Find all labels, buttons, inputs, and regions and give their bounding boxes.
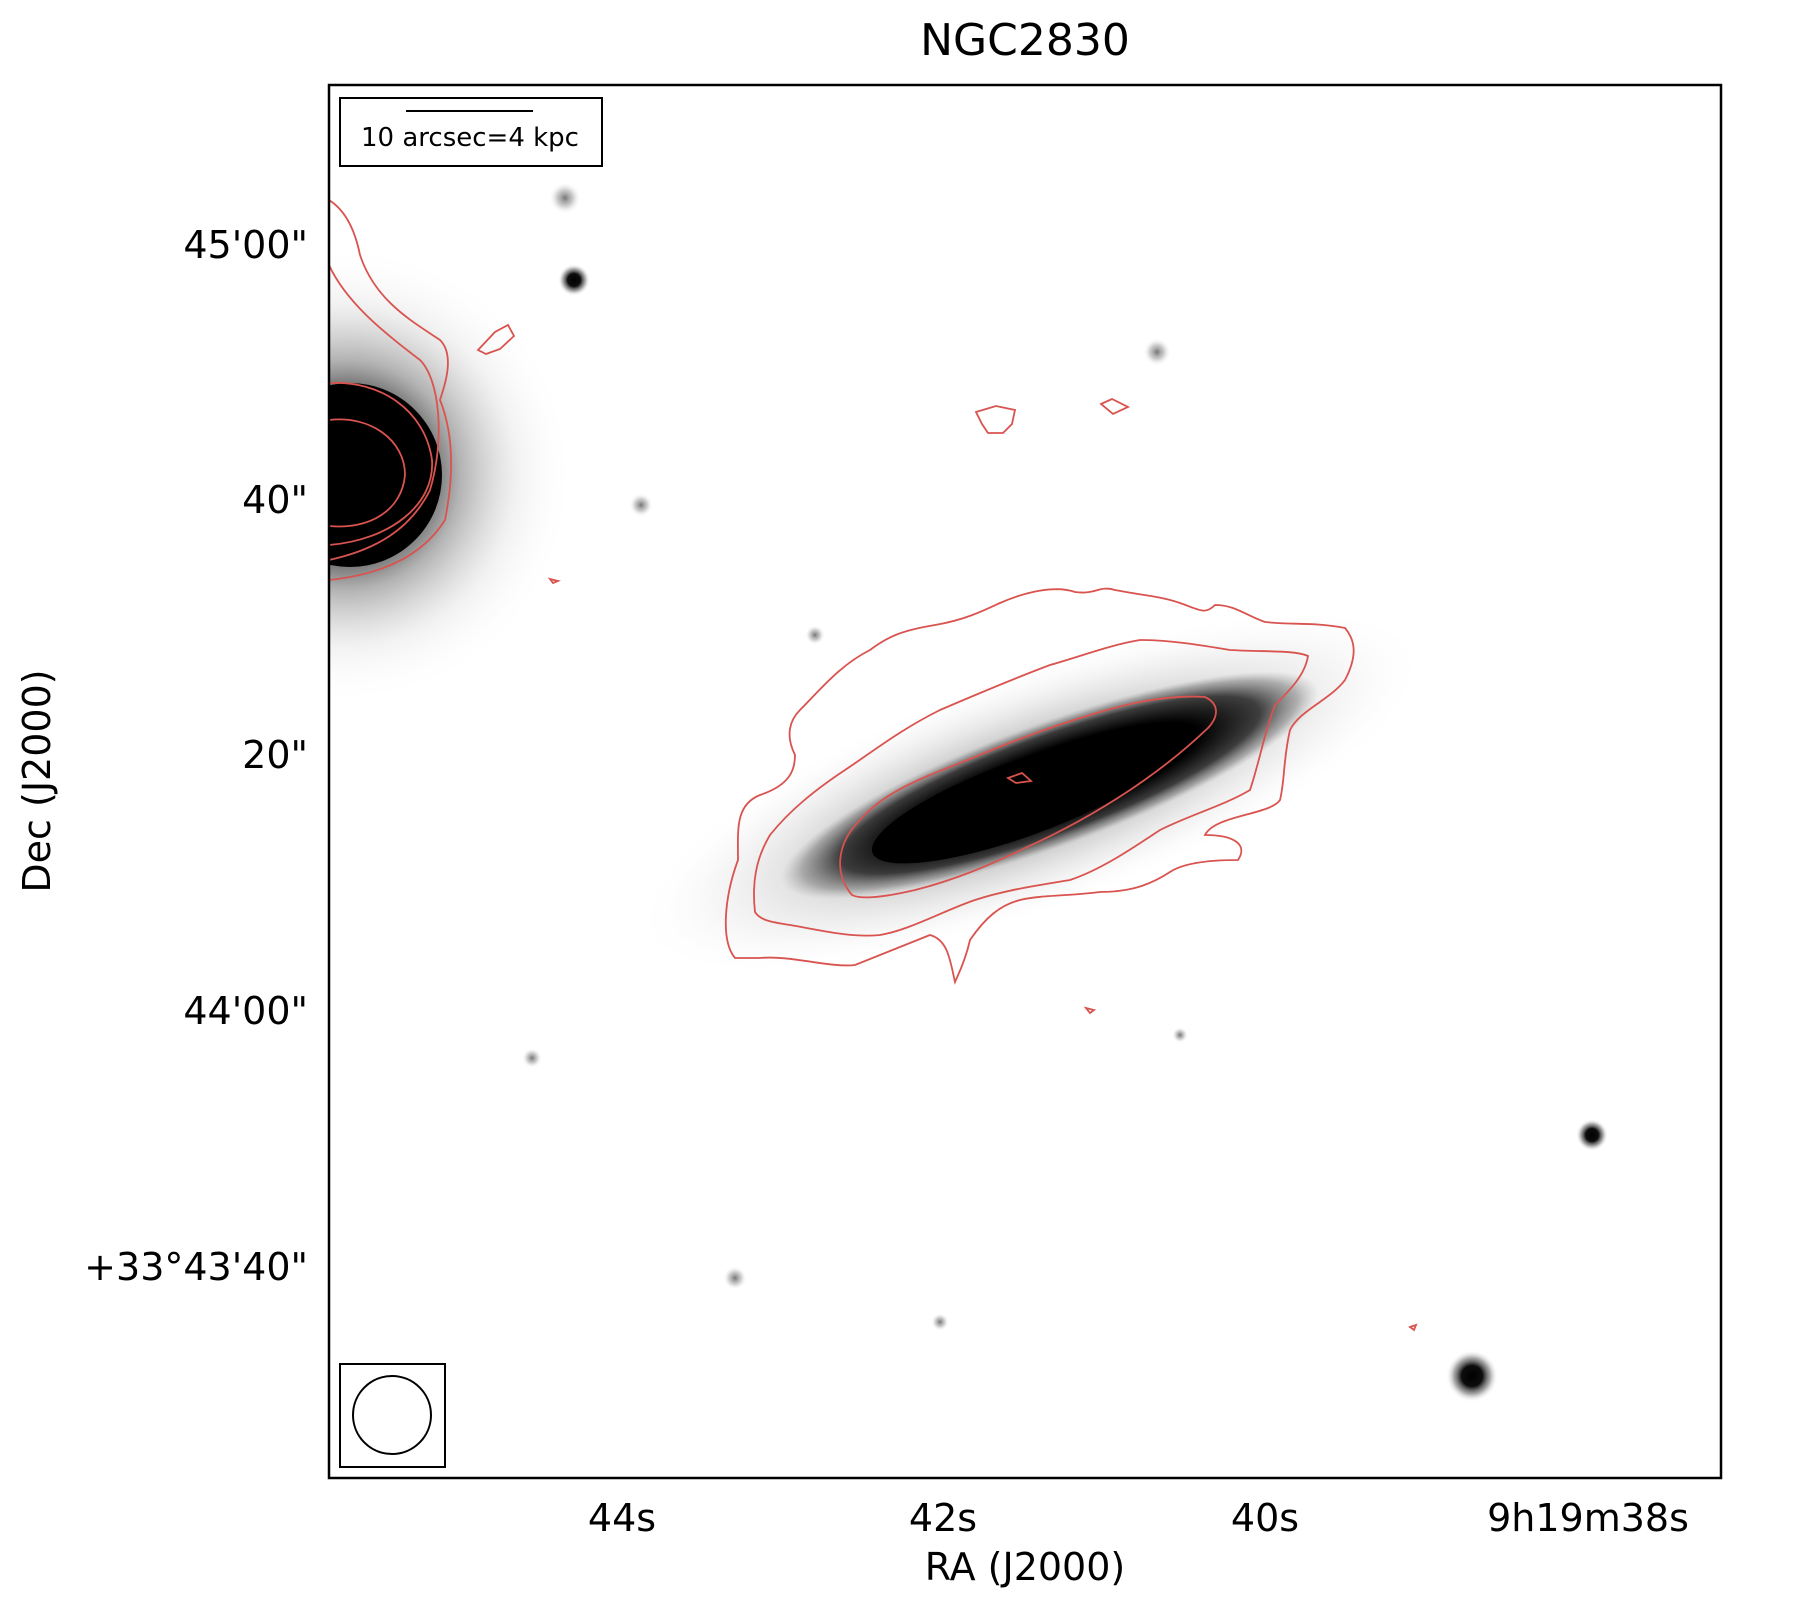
plot-frame bbox=[327, 83, 1723, 1480]
contour-island bbox=[1408, 1323, 1418, 1332]
y-axis-label: Dec (J2000) bbox=[15, 669, 59, 892]
y-tick-label: 45'00" bbox=[183, 223, 308, 267]
contour-galaxy-mid bbox=[753, 639, 1309, 937]
y-tick-label: 40" bbox=[242, 478, 308, 522]
beam-circle-icon bbox=[352, 1375, 432, 1455]
contour-island bbox=[547, 577, 561, 585]
star bbox=[805, 625, 825, 645]
scale-bar-box: 10 arcsec=4 kpc bbox=[339, 97, 603, 167]
star bbox=[1172, 1027, 1188, 1043]
contour-galaxy-core bbox=[1005, 771, 1034, 784]
x-tick-label: 9h19m38s bbox=[1487, 1496, 1689, 1540]
star bbox=[522, 1048, 542, 1068]
x-tick-label: 40s bbox=[1231, 1496, 1299, 1540]
contour-island bbox=[1083, 1006, 1097, 1015]
contour-inner bbox=[329, 381, 433, 546]
star bbox=[931, 1313, 949, 1331]
y-tick-label: +33°43'40" bbox=[84, 1245, 308, 1289]
star bbox=[558, 264, 590, 296]
ngc2830-galaxy bbox=[634, 609, 1429, 975]
x-tick-label: 44s bbox=[588, 1496, 656, 1540]
star bbox=[1143, 338, 1171, 366]
beam-box bbox=[339, 1363, 446, 1468]
contour-outer bbox=[329, 199, 452, 581]
contour-galaxy-inner bbox=[839, 695, 1217, 899]
field-stars bbox=[522, 182, 1608, 1402]
x-tick-label: 42s bbox=[909, 1496, 977, 1540]
contour-island bbox=[1099, 398, 1131, 416]
contour-island bbox=[974, 405, 1017, 434]
y-tick-label: 44'00" bbox=[183, 989, 308, 1033]
radio-contours bbox=[329, 199, 1418, 1332]
y-tick-labels: 45'00" 40" 20" 44'00" +33°43'40" bbox=[84, 223, 308, 1289]
star bbox=[1576, 1119, 1608, 1151]
x-axis-label: RA (J2000) bbox=[925, 1545, 1126, 1589]
contour-galaxy-outer bbox=[724, 587, 1355, 985]
star bbox=[629, 493, 653, 517]
star bbox=[549, 182, 581, 214]
scale-bar-label: 10 arcsec=4 kpc bbox=[361, 123, 579, 153]
contour-island bbox=[476, 323, 516, 355]
bright-neighbor-galaxy bbox=[329, 245, 575, 705]
y-tick-label: 20" bbox=[242, 733, 308, 777]
sky-image: 10 arcsec=4 kpc bbox=[329, 85, 1721, 1478]
star bbox=[1446, 1350, 1498, 1402]
contour-core bbox=[329, 418, 406, 528]
star bbox=[723, 1266, 747, 1290]
figure-title: NGC2830 bbox=[920, 15, 1130, 66]
x-tick-labels: 44s 42s 40s 9h19m38s bbox=[588, 1496, 1689, 1540]
contour-mid bbox=[329, 264, 440, 561]
